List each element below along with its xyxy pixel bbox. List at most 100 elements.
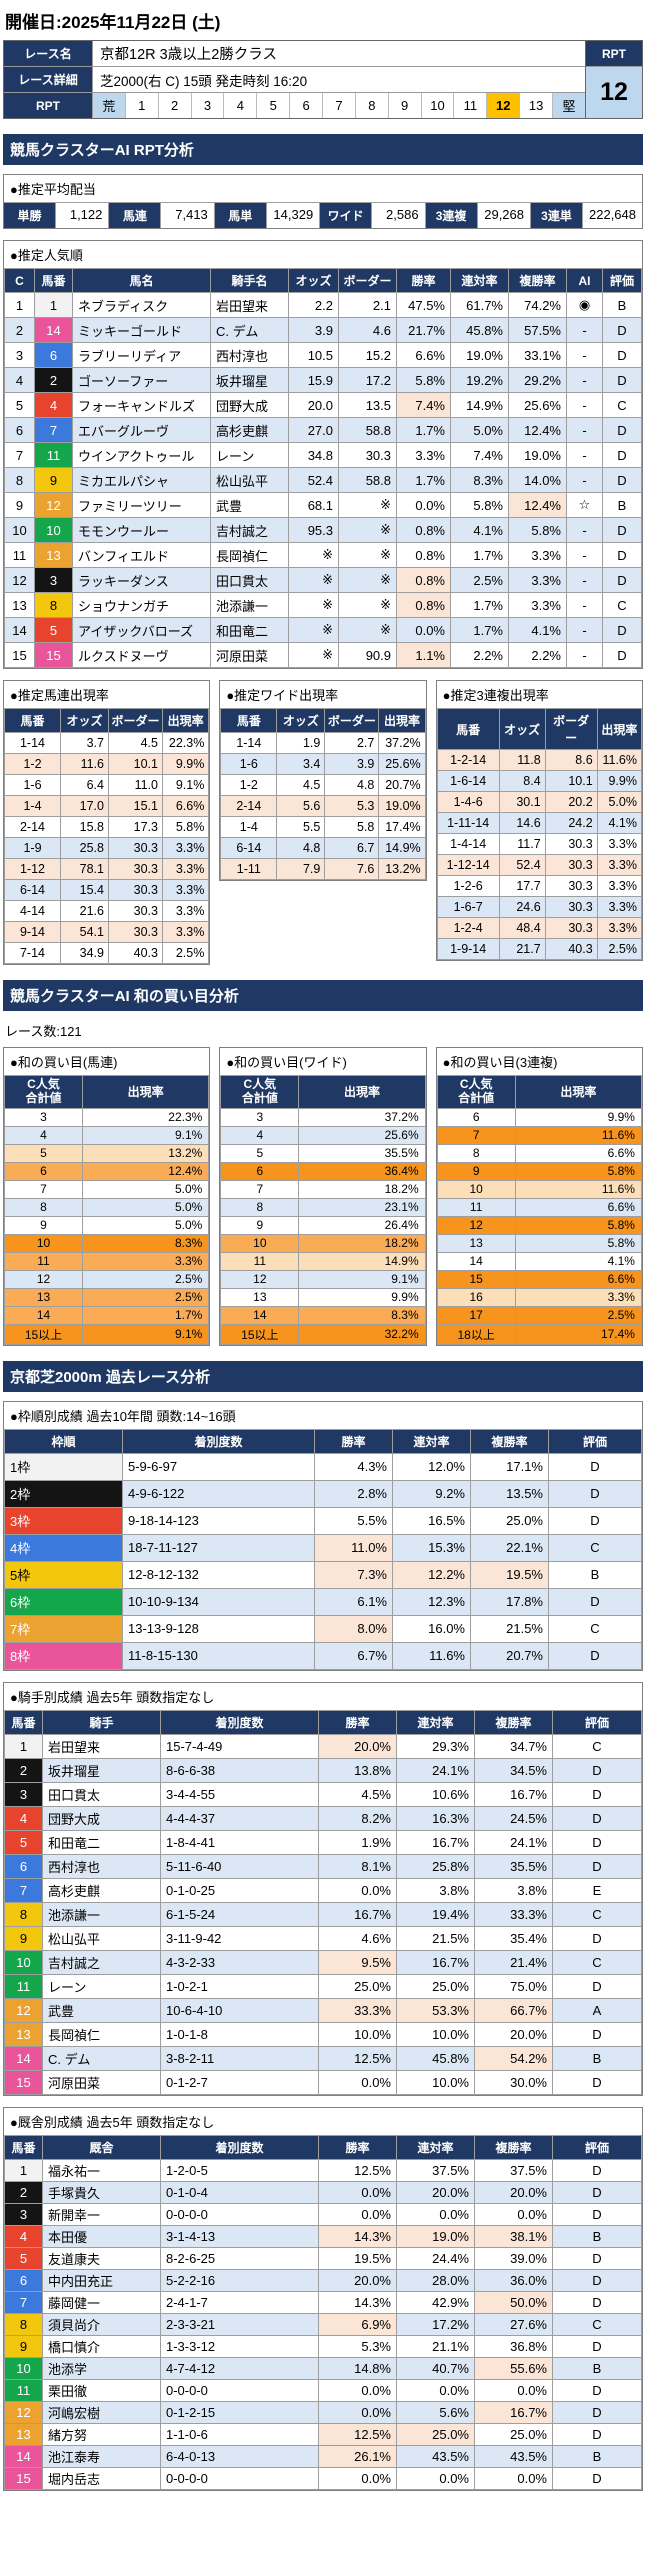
finish-record: 1-1-0-6 xyxy=(160,2422,319,2446)
c-popularity-sum: 10 xyxy=(220,1233,300,1253)
occurrence-rate: 9.9% xyxy=(596,770,642,792)
person-result-row: 12 河嶋宏樹 0-1-2-15 0.0% 5.6% 16.7% D xyxy=(4,2400,642,2424)
horse-number: 1 xyxy=(34,292,73,318)
place2-rate: 1.7% xyxy=(450,542,509,568)
horse-number: 13 xyxy=(4,2422,43,2446)
occurrence-rate: 25.6% xyxy=(298,1125,426,1145)
win-rate: 5.3% xyxy=(318,2334,397,2358)
occurrence-rate: 8.3% xyxy=(81,1233,210,1253)
border-value: 15.2 xyxy=(338,342,397,368)
border-value: 5.3 xyxy=(324,795,380,817)
estimated-popularity-rank: 9 xyxy=(4,492,35,518)
show-rate: 22.1% xyxy=(470,1533,549,1562)
wa-sum-row: 11 3.3% xyxy=(4,1251,210,1271)
popularity-row: 9 12 ファミリーツリー 武豊 68.1 ※ 0.0% 5.8% 12.4% … xyxy=(4,492,642,518)
odds-value: 24.6 xyxy=(498,896,546,918)
horse-number: 14 xyxy=(4,2045,43,2071)
show-rate: 20.0% xyxy=(474,2021,553,2047)
horse-name: アイザックバローズ xyxy=(72,617,211,643)
win-rate: 0.0% xyxy=(318,1877,397,1903)
horse-number: 6 xyxy=(34,342,73,368)
person-name: 池添謙一 xyxy=(42,1901,161,1927)
wa-umaren-title: ●和の買い目(馬連) xyxy=(10,1055,118,1070)
rpt-scale-cell-10: 10 xyxy=(421,93,455,118)
col-header: 複勝率 xyxy=(474,1709,553,1735)
c-popularity-sum: 15以上 xyxy=(220,1323,300,1345)
odds-value: 21.7 xyxy=(498,938,546,960)
evaluation-grade: D xyxy=(548,1587,642,1616)
col-header: C xyxy=(4,268,35,293)
person-name: 緒方努 xyxy=(42,2422,161,2446)
wa-sum-row: 12 9.1% xyxy=(220,1269,426,1289)
horse-combination: 6-14 xyxy=(220,837,278,859)
col-header: 複勝率 xyxy=(474,2134,553,2160)
occurrence-rate: 37.2% xyxy=(378,732,426,754)
odds-value: 17.7 xyxy=(498,875,546,897)
win-rate: 11.0% xyxy=(314,1533,393,1562)
horse-combination: 9-14 xyxy=(4,921,61,943)
place2-rate: 42.9% xyxy=(396,2290,475,2314)
col-header: 連対率 xyxy=(396,2134,475,2160)
wa-sum-row: 7 5.0% xyxy=(4,1179,210,1199)
win-rate: 0.0% xyxy=(318,2400,397,2424)
c-popularity-sum: 15 xyxy=(436,1269,516,1289)
c-popularity-sum: 7 xyxy=(4,1179,83,1199)
odds-value: 52.4 xyxy=(288,467,339,493)
finish-record: 2-3-3-21 xyxy=(160,2312,319,2336)
occurrence-rate-row: 1-6 6.4 11.0 9.1% xyxy=(4,774,210,796)
odds-value: 27.0 xyxy=(288,417,339,443)
place2-rate: 17.2% xyxy=(396,2312,475,2336)
col-header: 勝率 xyxy=(318,2134,397,2160)
payout-value: 1,122 xyxy=(56,203,110,228)
border-value: 15.1 xyxy=(108,795,163,817)
border-value: ※ xyxy=(338,567,397,593)
evaluation-grade: D xyxy=(552,2290,642,2314)
occurrence-rate: 17.4% xyxy=(378,816,426,838)
wa-sum-row: 3 22.3% xyxy=(4,1107,210,1127)
jockey-results-title: ●騎手別成績 過去5年 頭数指定なし xyxy=(10,1689,215,1705)
person-name: レーン xyxy=(42,1973,161,1999)
rpt-scale-cell-5: 5 xyxy=(257,93,291,118)
wa-sum-row: 8 23.1% xyxy=(220,1197,426,1217)
win-rate: 0.0% xyxy=(396,617,451,643)
wa-sum-row: 8 5.0% xyxy=(4,1197,210,1217)
place2-rate: 1.7% xyxy=(450,617,509,643)
col-header: オッズ xyxy=(288,268,339,293)
payout-value: 222,648 xyxy=(589,207,636,222)
umaren-rate-box: ●推定馬連出現率 馬番 オッズ ボーダー 出現率 1-14 3.7 4.5 22… xyxy=(3,680,211,965)
border-value: 30.3 xyxy=(544,875,598,897)
horse-name: バンフィエルド xyxy=(72,542,211,568)
popularity-row: 10 10 モモンウールー 吉村誠之 95.3 ※ 0.8% 4.1% 5.8%… xyxy=(4,517,642,543)
occurrence-rate-row: 9-14 54.1 30.3 3.3% xyxy=(4,921,210,943)
wa-sum-row: 9 26.4% xyxy=(220,1215,426,1235)
odds-value: ※ xyxy=(288,617,339,643)
win-rate: 0.0% xyxy=(318,2378,397,2402)
person-name: 河原田菜 xyxy=(42,2069,161,2095)
c-popularity-sum: 4 xyxy=(220,1125,300,1145)
person-result-row: 1 岩田望来 15-7-4-49 20.0% 29.3% 34.7% C xyxy=(4,1733,642,1759)
show-rate: 33.1% xyxy=(508,342,567,368)
col-header: ボーダー xyxy=(324,708,380,733)
col-header: 評価 xyxy=(548,1428,642,1454)
place2-rate: 12.0% xyxy=(392,1452,471,1481)
evaluation-grade: D xyxy=(552,1829,642,1855)
odds-value: 5.5 xyxy=(276,816,326,838)
win-rate: 47.5% xyxy=(396,292,451,318)
ai-mark: - xyxy=(566,592,603,618)
person-name: 栗田徹 xyxy=(42,2378,161,2402)
person-result-row: 8 池添謙一 6-1-5-24 16.7% 19.4% 33.3% C xyxy=(4,1901,642,1927)
col-header: ボーダー xyxy=(108,708,163,733)
rpt-scale-cell-1: 1 xyxy=(125,93,159,118)
occurrence-rate-row: 1-4 5.5 5.8 17.4% xyxy=(220,816,426,838)
wa-umaren-table: C人気 合計値 出現率 3 22.3% 4 9.1% 5 13.2% 6 12.… xyxy=(4,1075,210,1345)
frame-results-box: ●枠順別成績 過去10年間 頭数:14~16頭 枠順 着別度数 勝率 連対率 複… xyxy=(3,1400,643,1671)
wa-sum-row: 8 6.6% xyxy=(436,1143,642,1163)
place2-rate: 2.5% xyxy=(450,567,509,593)
show-rate: 36.0% xyxy=(474,2268,553,2292)
show-rate: 3.3% xyxy=(508,592,567,618)
person-name: 手塚貴久 xyxy=(42,2180,161,2204)
place2-rate: 0.0% xyxy=(396,2202,475,2226)
horse-number: 4 xyxy=(34,392,73,418)
odds-value: 21.6 xyxy=(60,900,109,922)
occurrence-rate: 9.1% xyxy=(81,1125,210,1145)
